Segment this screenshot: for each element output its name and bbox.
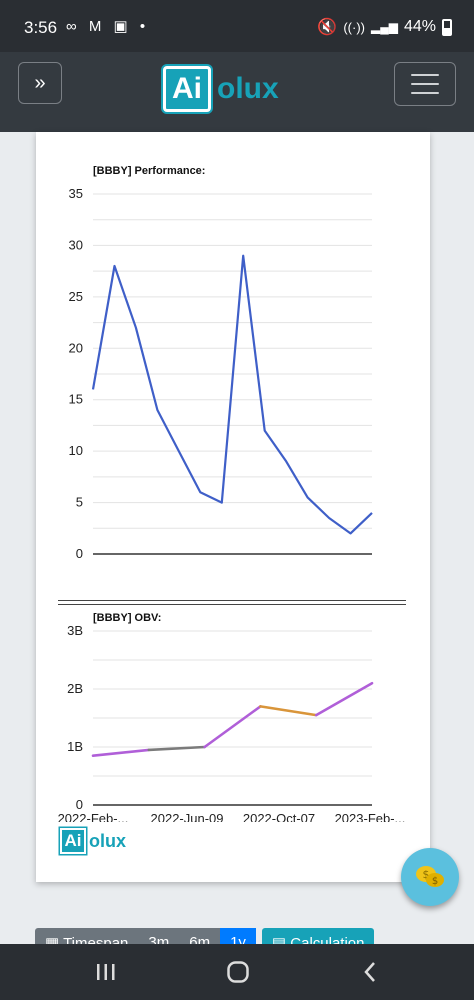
brand-logo[interactable]: Ai olux bbox=[163, 66, 279, 112]
hamburger-icon bbox=[411, 74, 439, 94]
obv-y-tick-label: 2B bbox=[67, 681, 83, 696]
recent-apps-icon[interactable] bbox=[95, 962, 117, 987]
price-y-tick-label: 25 bbox=[69, 289, 83, 304]
price-y-tick-label: 30 bbox=[69, 237, 83, 252]
price-y-tick-label: 0 bbox=[76, 546, 83, 561]
system-nav-bar bbox=[0, 944, 474, 1000]
back-icon[interactable] bbox=[362, 960, 378, 989]
price-y-tick-label: 5 bbox=[76, 495, 83, 510]
obv-chart-title: [BBBY] OBV: bbox=[93, 612, 162, 624]
footer-logo-box: Ai bbox=[60, 828, 86, 854]
obv-series-segment bbox=[91, 748, 151, 757]
price-chart: 35 30 25 20 15 10 5 0 bbox=[69, 186, 373, 561]
status-bar: 3:56 ∞ M ▣ • 🔇 ((·)) ▂▄▆ 44% bbox=[0, 0, 474, 52]
navbar: » Ai olux bbox=[0, 52, 474, 132]
footer-logo: Ai olux bbox=[60, 828, 126, 854]
sidebar-toggle-button[interactable]: » bbox=[18, 62, 62, 104]
obv-series-segment bbox=[314, 681, 374, 717]
obv-series-segment bbox=[203, 705, 262, 749]
obv-series-segment bbox=[147, 745, 206, 752]
notification-icons: ∞ M ▣ • bbox=[66, 18, 150, 35]
price-y-tick-label: 35 bbox=[69, 186, 83, 201]
obv-series-segment bbox=[259, 705, 318, 717]
status-time: 3:56 bbox=[24, 18, 58, 37]
double-chevron-right-icon: » bbox=[34, 71, 46, 94]
status-right: 🔇 ((·)) ▂▄▆ 44% bbox=[317, 17, 452, 37]
chart-card bbox=[36, 132, 430, 882]
menu-toggle-button[interactable] bbox=[394, 62, 456, 106]
logo-text: olux bbox=[217, 72, 279, 105]
price-chart-title: [BBBY] Performance: bbox=[93, 165, 206, 177]
price-y-tick-label: 15 bbox=[69, 392, 83, 407]
chat-fab-button[interactable]: $ $ bbox=[401, 848, 459, 906]
chart-divider bbox=[58, 600, 406, 605]
money-chat-icon: $ $ bbox=[416, 866, 444, 887]
obv-x-tick-label: 2022-Oct-07 bbox=[243, 811, 315, 822]
mute-icon: 🔇 bbox=[317, 19, 338, 36]
wifi-icon: ((·)) bbox=[343, 19, 365, 35]
logo-box: Ai bbox=[163, 66, 211, 112]
page-content: [BBBY] Performance: 35 30 25 20 15 10 5 0 [BBBY… bbox=[0, 132, 474, 948]
obv-y-tick-label: 3B bbox=[67, 623, 83, 638]
obv-y-tick-label: 1B bbox=[67, 739, 83, 754]
obv-x-tick-label: 2023-Feb-... bbox=[335, 811, 406, 822]
svg-text:$: $ bbox=[423, 868, 430, 881]
obv-x-tick-label: 2022-Jun-09 bbox=[151, 811, 224, 822]
price-y-tick-label: 10 bbox=[69, 443, 83, 458]
price-y-tick-label: 20 bbox=[69, 340, 83, 355]
battery-percent: 44% bbox=[403, 18, 436, 35]
price-series-line bbox=[91, 254, 373, 535]
home-icon[interactable] bbox=[226, 960, 250, 989]
svg-text:$: $ bbox=[432, 876, 438, 887]
signal-icon: ▂▄▆ bbox=[371, 20, 398, 34]
footer-logo-text: olux bbox=[89, 830, 127, 851]
battery-icon bbox=[442, 18, 452, 36]
obv-y-tick-label: 0 bbox=[76, 797, 83, 812]
obv-x-tick-label: 2022-Feb-... bbox=[58, 811, 129, 822]
